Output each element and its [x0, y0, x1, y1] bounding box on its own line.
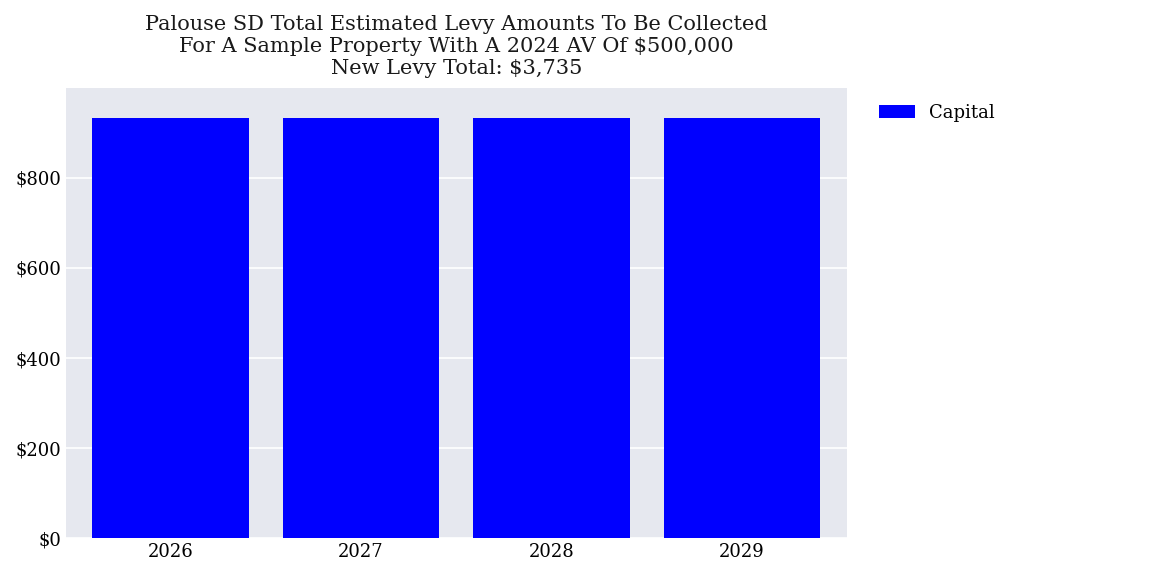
Legend: Capital: Capital	[872, 97, 1002, 130]
Bar	[664, 118, 820, 538]
Bar	[283, 118, 439, 538]
Title: Palouse SD Total Estimated Levy Amounts To Be Collected
For A Sample Property Wi: Palouse SD Total Estimated Levy Amounts …	[145, 15, 767, 78]
Bar	[92, 118, 249, 538]
Bar	[473, 118, 630, 538]
